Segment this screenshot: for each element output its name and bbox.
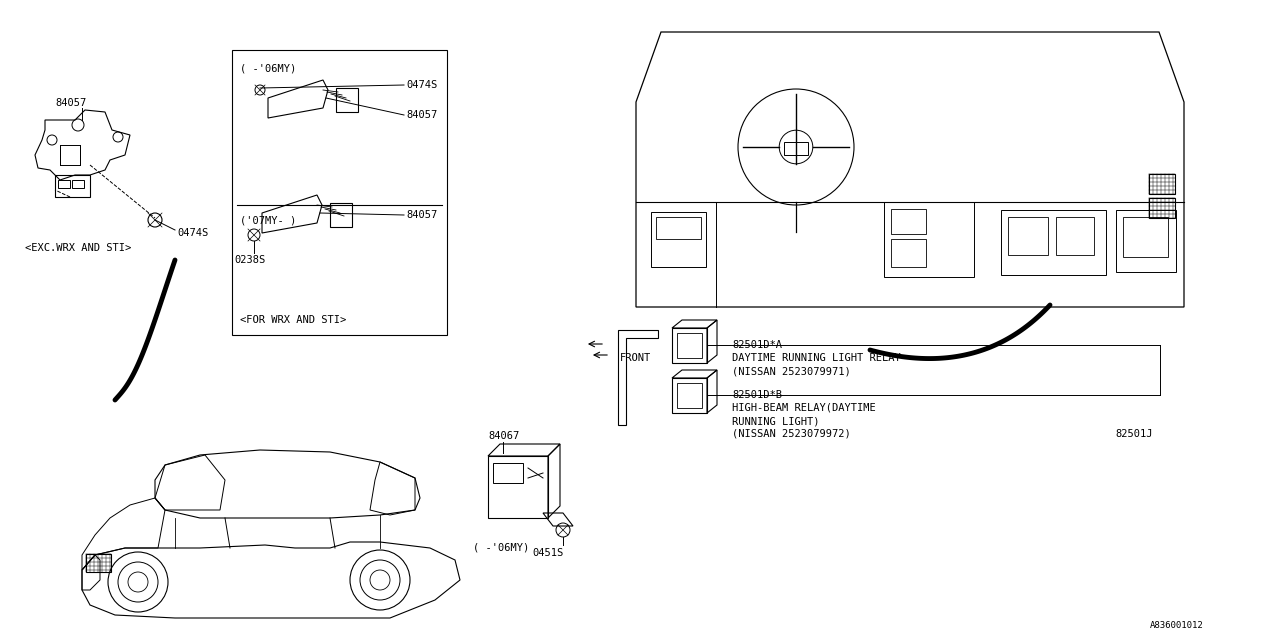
Text: 0474S: 0474S [177, 228, 209, 238]
Text: 0451S: 0451S [532, 548, 563, 558]
Text: 82501D*B: 82501D*B [732, 390, 782, 400]
Bar [1056, 217, 1094, 255]
Text: <EXC.WRX AND STI>: <EXC.WRX AND STI> [26, 243, 132, 253]
Text: 84057: 84057 [406, 210, 438, 220]
Text: RUNNING LIGHT): RUNNING LIGHT) [732, 416, 819, 426]
Bar [677, 333, 701, 358]
Text: HIGH-BEAM RELAY(DAYTIME: HIGH-BEAM RELAY(DAYTIME [732, 403, 876, 413]
Bar [672, 328, 707, 363]
Bar [657, 217, 701, 239]
Bar [1149, 198, 1175, 218]
Bar [86, 554, 111, 572]
Text: 84067: 84067 [488, 431, 520, 441]
Bar [72, 180, 84, 188]
Text: ('07MY- ): ('07MY- ) [241, 215, 296, 225]
Bar [1009, 217, 1048, 255]
Bar [1116, 210, 1176, 272]
Text: 0238S: 0238S [234, 255, 265, 265]
Bar [58, 180, 70, 188]
Bar [493, 463, 524, 483]
Bar [891, 239, 925, 267]
Bar [652, 212, 707, 267]
Bar [55, 175, 90, 197]
Bar [1123, 217, 1169, 257]
Text: <FOR WRX AND STI>: <FOR WRX AND STI> [241, 315, 347, 325]
Bar [672, 378, 707, 413]
Bar [1149, 174, 1175, 194]
Text: A836001012: A836001012 [1149, 621, 1203, 630]
Text: 84057: 84057 [406, 110, 438, 120]
Text: ( -'06MY): ( -'06MY) [474, 543, 529, 553]
Text: ( -'06MY): ( -'06MY) [241, 63, 296, 73]
Text: 82501D*A: 82501D*A [732, 340, 782, 350]
Text: (NISSAN 2523079972): (NISSAN 2523079972) [732, 429, 851, 439]
Text: 84057: 84057 [55, 98, 86, 108]
Bar [891, 209, 925, 234]
Bar [677, 383, 701, 408]
Text: 82501J: 82501J [1115, 429, 1152, 439]
Bar [884, 202, 974, 277]
Bar [337, 88, 358, 112]
Text: (NISSAN 2523079971): (NISSAN 2523079971) [732, 366, 851, 376]
Bar [330, 203, 352, 227]
Bar [488, 456, 548, 518]
Bar [232, 50, 447, 335]
Text: DAYTIME RUNNING LIGHT RELAY: DAYTIME RUNNING LIGHT RELAY [732, 353, 901, 363]
Text: 0474S: 0474S [406, 80, 438, 90]
Bar [1001, 210, 1106, 275]
Text: FRONT: FRONT [620, 353, 652, 363]
